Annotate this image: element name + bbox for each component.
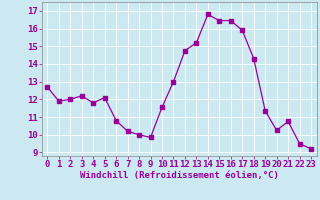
X-axis label: Windchill (Refroidissement éolien,°C): Windchill (Refroidissement éolien,°C) <box>80 171 279 180</box>
